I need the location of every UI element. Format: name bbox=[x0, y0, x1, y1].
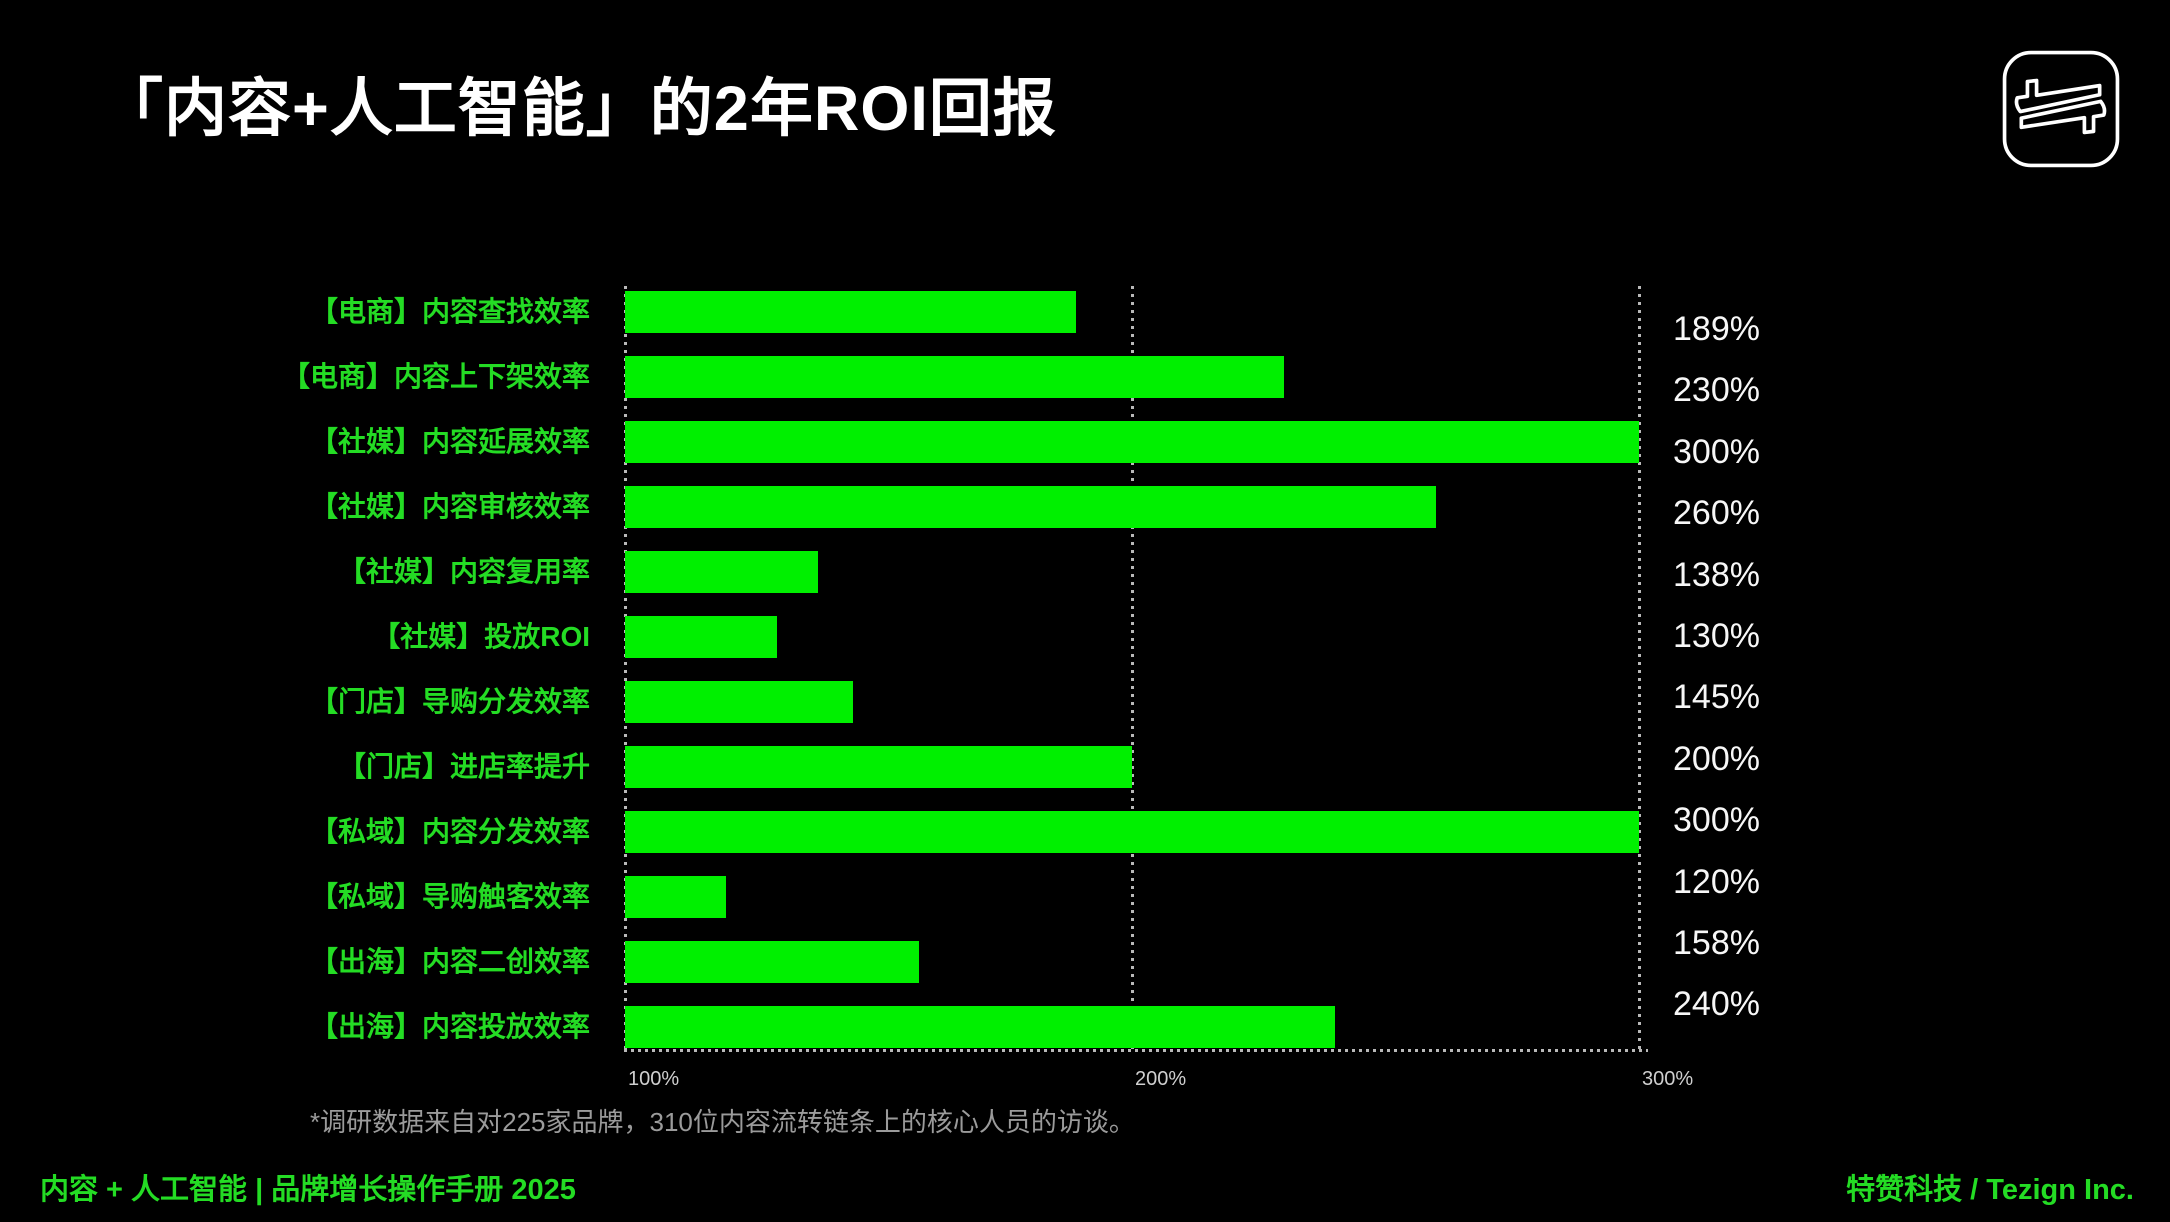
roi-bar bbox=[625, 1006, 1335, 1048]
roi-bar bbox=[625, 811, 1639, 853]
bar-row bbox=[625, 1006, 1639, 1048]
value-label: 138% bbox=[1673, 555, 1760, 594]
roi-bar bbox=[625, 551, 818, 593]
category-label: 【社媒】内容审核效率 bbox=[309, 491, 590, 522]
roi-bar bbox=[625, 616, 778, 658]
category-label: 【出海】内容投放效率 bbox=[309, 1011, 590, 1042]
category-label: 【社媒】内容复用率 bbox=[337, 556, 590, 587]
category-labels-column: 【电商】内容查找效率 【电商】内容上下架效率 【社媒】内容延展效率 【社媒】内容… bbox=[0, 291, 590, 1048]
tezign-logo-icon bbox=[2002, 50, 2120, 168]
footer-handbook-label: 内容 + 人工智能 | 品牌增长操作手册 2025 bbox=[40, 1174, 576, 1206]
footer-company-label: 特赞科技 / Tezign Inc. bbox=[1846, 1174, 2134, 1206]
value-label: 158% bbox=[1673, 923, 1760, 962]
value-label: 200% bbox=[1673, 739, 1760, 778]
bar-row bbox=[625, 811, 1639, 853]
gridline-100 bbox=[624, 286, 627, 1050]
x-axis: 100% 200% 300% bbox=[625, 1068, 1693, 1096]
roi-bar bbox=[625, 941, 920, 983]
roi-bar-chart bbox=[624, 286, 1648, 1052]
category-label: 【社媒】投放ROI bbox=[372, 621, 590, 652]
roi-bar bbox=[625, 356, 1285, 398]
bar-row bbox=[625, 681, 1639, 723]
roi-bar bbox=[625, 746, 1132, 788]
value-label: 300% bbox=[1673, 432, 1760, 471]
category-label: 【电商】内容查找效率 bbox=[309, 296, 590, 327]
value-label: 300% bbox=[1673, 801, 1760, 840]
axis-baseline bbox=[624, 1049, 1648, 1052]
bar-row bbox=[625, 421, 1639, 463]
value-label: 145% bbox=[1673, 678, 1760, 717]
category-label: 【门店】进店率提升 bbox=[337, 751, 590, 782]
page-title: 「内容+人工智能」的2年ROI回报 bbox=[100, 74, 1057, 144]
x-tick-label: 300% bbox=[1642, 1068, 1694, 1090]
x-tick-label: 100% bbox=[628, 1068, 680, 1090]
category-label: 【社媒】内容延展效率 bbox=[309, 426, 590, 457]
bar-row bbox=[625, 356, 1639, 398]
category-label: 【私域】导购触客效率 bbox=[309, 881, 590, 912]
roi-bar bbox=[625, 681, 854, 723]
roi-bar bbox=[625, 876, 727, 918]
bar-row bbox=[625, 486, 1639, 528]
bar-row bbox=[625, 876, 1639, 918]
roi-bar bbox=[625, 291, 1077, 333]
category-label: 【私域】内容分发效率 bbox=[309, 816, 590, 847]
gridline-200 bbox=[1131, 286, 1134, 1050]
bars-column bbox=[625, 291, 1639, 1048]
category-label: 【门店】导购分发效率 bbox=[309, 686, 590, 717]
gridline-300 bbox=[1638, 286, 1641, 1050]
value-label: 230% bbox=[1673, 371, 1760, 410]
x-tick-label: 200% bbox=[1135, 1068, 1187, 1090]
roi-bar bbox=[625, 486, 1437, 528]
bar-row bbox=[625, 291, 1639, 333]
bar-row bbox=[625, 616, 1639, 658]
value-label: 260% bbox=[1673, 494, 1760, 533]
bar-row bbox=[625, 551, 1639, 593]
value-label: 130% bbox=[1673, 616, 1760, 655]
value-label: 120% bbox=[1673, 862, 1760, 901]
bar-row bbox=[625, 941, 1639, 983]
footnote: *调研数据来自对225家品牌，310位内容流转链条上的核心人员的访谈。 bbox=[310, 1107, 1135, 1137]
bar-row bbox=[625, 746, 1639, 788]
value-label: 189% bbox=[1673, 310, 1760, 348]
category-label: 【出海】内容二创效率 bbox=[309, 946, 590, 977]
roi-bar bbox=[625, 421, 1639, 463]
value-label: 240% bbox=[1673, 985, 1760, 1024]
category-label: 【电商】内容上下架效率 bbox=[281, 361, 590, 392]
value-labels-column: 189% 230% 300% 260% 138% 130% 145% 200% … bbox=[1673, 299, 1760, 1036]
